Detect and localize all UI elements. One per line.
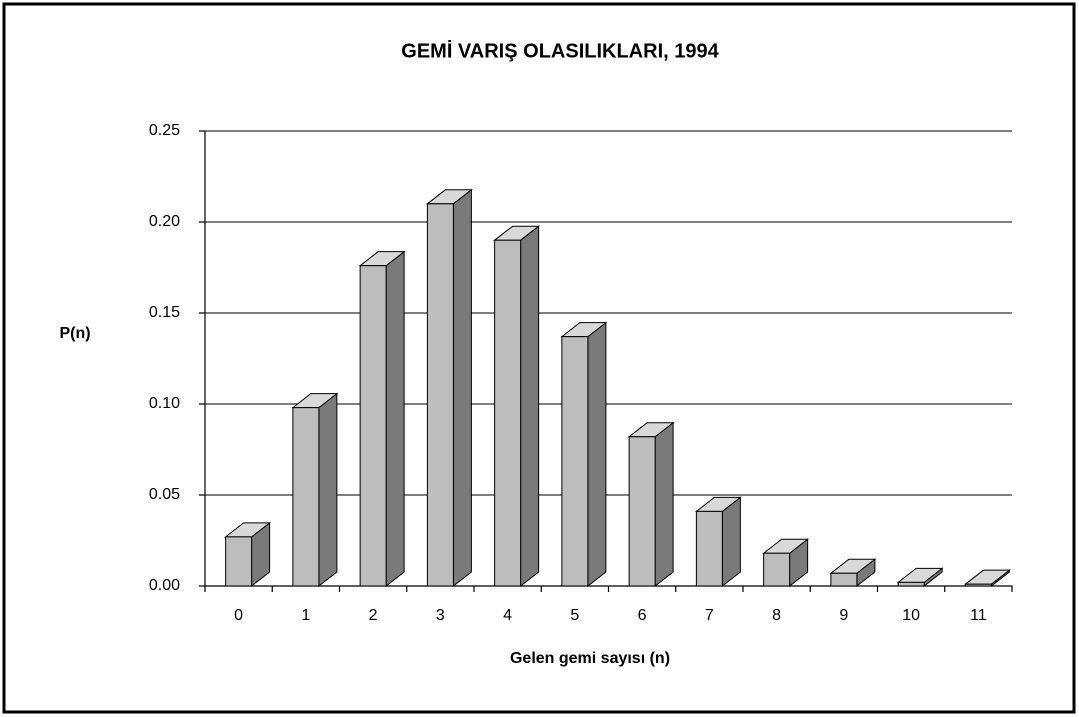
x-tick-label: 4 (503, 607, 512, 624)
chart-title: GEMİ VARIŞ OLASILIKLARI, 1994 (401, 39, 719, 62)
bar-side (587, 321, 607, 588)
bar (830, 572, 858, 587)
bar (964, 583, 992, 587)
bar (695, 510, 723, 587)
bar (494, 239, 522, 587)
x-tick-label: 10 (902, 607, 920, 624)
bar-side (318, 392, 338, 588)
bar-side (385, 250, 405, 588)
y-tick-label: 0.25 (149, 122, 180, 139)
y-axis-title: P(n) (59, 325, 90, 342)
y-tick-label: 0.10 (149, 395, 180, 412)
bar-side (520, 225, 540, 588)
x-tick-label: 6 (638, 607, 647, 624)
x-tick-label: 11 (970, 607, 987, 624)
y-tick-label: 0.20 (149, 213, 180, 230)
x-tick-label: 3 (436, 607, 445, 624)
x-axis-title: Gelen gemi sayısı (n) (510, 650, 670, 667)
bar (359, 265, 387, 587)
bar-side (721, 496, 741, 588)
bar (561, 336, 589, 587)
y-tick-label: 0.15 (149, 304, 180, 321)
x-tick-label: 1 (301, 607, 310, 624)
bar (628, 436, 656, 587)
bar (225, 536, 253, 587)
x-tick-label: 5 (570, 607, 579, 624)
bar-side (452, 188, 472, 588)
x-tick-label: 9 (839, 607, 848, 624)
x-tick-label: 7 (705, 607, 714, 624)
bar (426, 203, 454, 587)
y-tick-label: 0.05 (149, 486, 180, 503)
bar (763, 552, 791, 587)
bar-side (654, 421, 674, 588)
x-tick-label: 2 (369, 607, 378, 624)
y-tick-label: 0.00 (149, 577, 180, 594)
bar (292, 407, 320, 587)
x-tick-label: 8 (772, 607, 781, 624)
bar (897, 581, 925, 587)
x-tick-label: 0 (234, 607, 243, 624)
